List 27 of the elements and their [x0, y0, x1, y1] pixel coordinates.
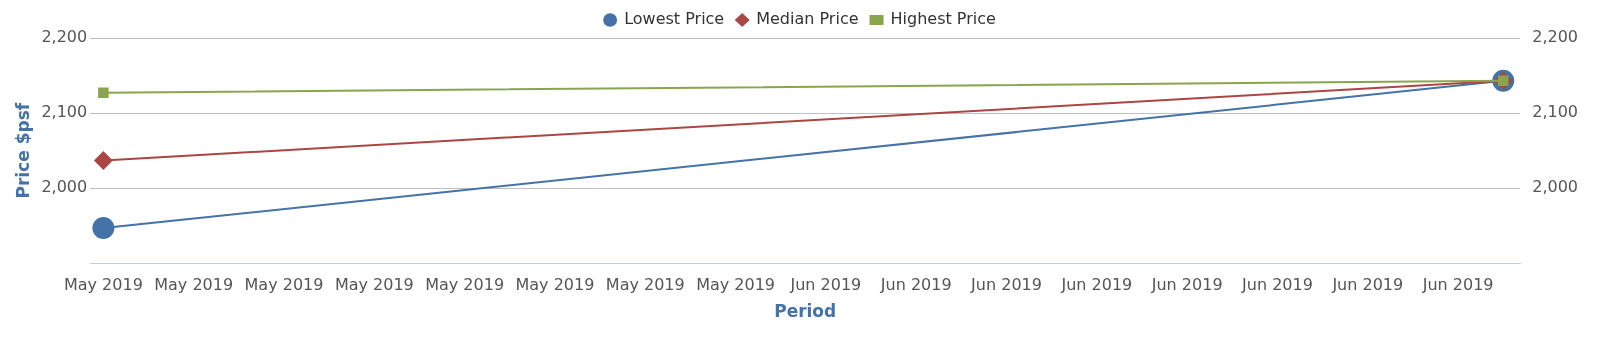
x-axis-title: Period	[774, 301, 837, 322]
x-tick-label: May 2019	[696, 275, 776, 295]
y-axis-title: Price $psf	[12, 102, 33, 199]
x-tick-label: Jun 2019	[789, 275, 862, 295]
x-tick-label: May 2019	[605, 275, 685, 295]
y-tick-label: 2,000	[41, 177, 88, 197]
y2-tick-label: 2,100	[1532, 102, 1579, 122]
x-tick-label: May 2019	[63, 275, 143, 295]
x-tick-label: Jun 2019	[970, 275, 1042, 295]
x-tick-label: May 2019	[334, 275, 414, 295]
x-tick-label: May 2019	[425, 275, 505, 295]
x-tick-label: Jun 2019	[879, 275, 952, 295]
x-tick-label: May 2019	[154, 275, 234, 295]
legend-label: Highest Price	[890, 9, 996, 29]
x-tick-label: May 2019	[244, 275, 324, 295]
legend-label: Lowest Price	[624, 9, 725, 29]
y-tick-label: 2,100	[41, 102, 88, 122]
x-tick-label: Jun 2019	[1150, 275, 1223, 295]
legend-label: Median Price	[756, 9, 859, 29]
x-tick-label: Jun 2019	[1421, 275, 1494, 295]
x-tick-label: Jun 2019	[1241, 275, 1313, 295]
x-tick-label: Jun 2019	[1060, 275, 1133, 295]
y-tick-label: 2,200	[41, 27, 88, 47]
y2-tick-label: 2,000	[1532, 177, 1579, 197]
x-tick-label: May 2019	[515, 275, 595, 295]
x-tick-label: Jun 2019	[1331, 275, 1404, 295]
y2-tick-label: 2,200	[1532, 27, 1579, 47]
